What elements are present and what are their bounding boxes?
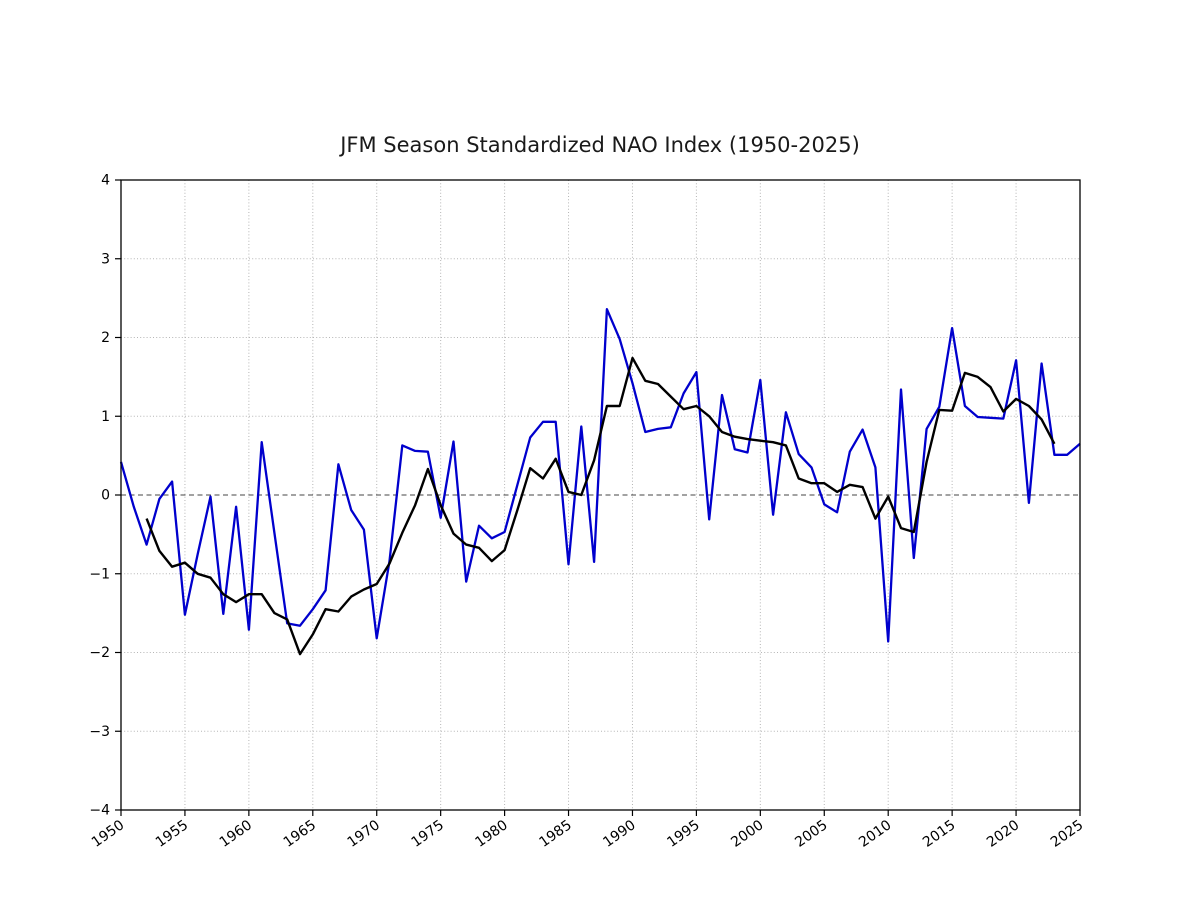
x-axis-tick-label: 1975	[409, 817, 447, 851]
x-axis-tick-label: 2025	[1048, 817, 1086, 851]
x-axis-tick-label: 1960	[217, 817, 255, 851]
blue-line-annual-index	[119, 308, 1081, 643]
x-axis-tick-label: 1950	[89, 817, 127, 851]
y-axis-tick-label: 4	[101, 173, 110, 189]
x-axis-tick-label: 1985	[536, 817, 574, 851]
y-axis-tick-label: 3	[101, 251, 110, 267]
x-axis-tick-label: 2010	[856, 817, 894, 851]
y-axis-tick-label: −1	[89, 566, 110, 582]
y-axis-tick-label: −2	[89, 645, 110, 661]
x-axis-tick-label: 1995	[664, 817, 702, 851]
x-axis-tick-label: 1980	[473, 817, 511, 851]
x-axis-tick-label: 2005	[792, 817, 830, 851]
x-axis-tick-label: 1990	[600, 817, 638, 851]
y-axis-tick-label: 1	[101, 409, 110, 425]
y-axis-tick-label: 2	[101, 330, 110, 346]
x-axis-tick-label: 1955	[153, 817, 191, 851]
y-axis-tick-label: −4	[89, 803, 110, 819]
x-axis-tick-label: 2000	[728, 817, 766, 851]
black-line-smoothed-index	[145, 356, 1056, 656]
x-axis-tick-label: 1965	[281, 817, 319, 851]
x-axis-tick-label: 2015	[920, 817, 958, 851]
y-axis-tick-label: −3	[89, 724, 110, 740]
chart-title: JFM Season Standardized NAO Index (1950-…	[340, 133, 860, 157]
x-axis-tick-label: 1970	[345, 817, 383, 851]
y-axis-tick-label: 0	[101, 488, 110, 504]
x-axis-tick-label: 2020	[984, 817, 1022, 851]
